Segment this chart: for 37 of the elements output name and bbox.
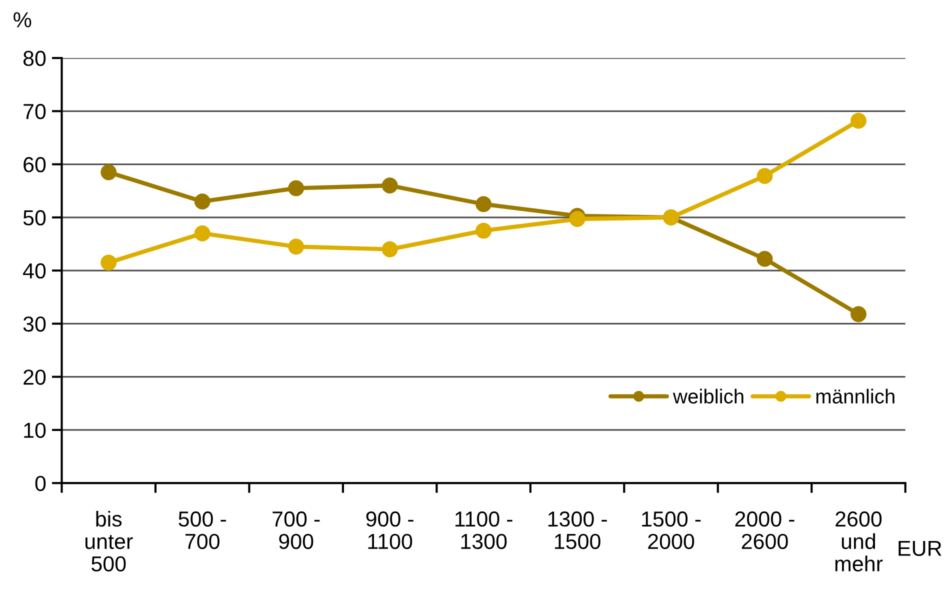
point [756,250,773,267]
y-tick-label: 30 [23,316,46,332]
y-tick-label: 40 [23,263,46,279]
point [382,178,398,194]
point [194,225,210,242]
point [100,164,117,180]
x-tick-label: bis unter 500 [85,510,133,572]
point [100,254,117,271]
x-tick-label: 1100 - 1300 [455,511,512,550]
point [756,168,773,184]
x-tick-label: 2000 - 2600 [735,511,794,550]
y-tick-label: 20 [24,370,46,385]
point [476,222,492,239]
legend-label: männlich [816,388,894,404]
point [288,180,304,196]
x-axis-title: EUR [898,540,942,556]
y-axis-title: % [14,12,32,28]
x-tick-label: 500 - 700 [178,511,226,550]
y-tick-label: 60 [24,157,46,172]
x-tick-label: 2600 und mehr [835,511,883,572]
y-tick-label: 80 [23,50,46,66]
y-tick-label: 0 [35,476,46,492]
y-tick-label: 10 [24,422,46,438]
point [850,306,866,322]
point [382,241,398,258]
point [476,196,492,212]
y-tick-label: 70 [24,104,46,120]
x-tick-label: 700 - 900 [272,511,320,550]
point [850,112,866,129]
x-tick-label: 1500 - 2000 [642,511,701,550]
x-tick-label: 900 - 1100 [366,511,414,550]
point [569,211,586,227]
point [288,238,304,255]
legend-label: weiblich [672,388,744,404]
x-tick-label: 1300 - 1500 [548,511,607,550]
y-tick-label: 50 [23,210,46,226]
point [194,193,210,210]
